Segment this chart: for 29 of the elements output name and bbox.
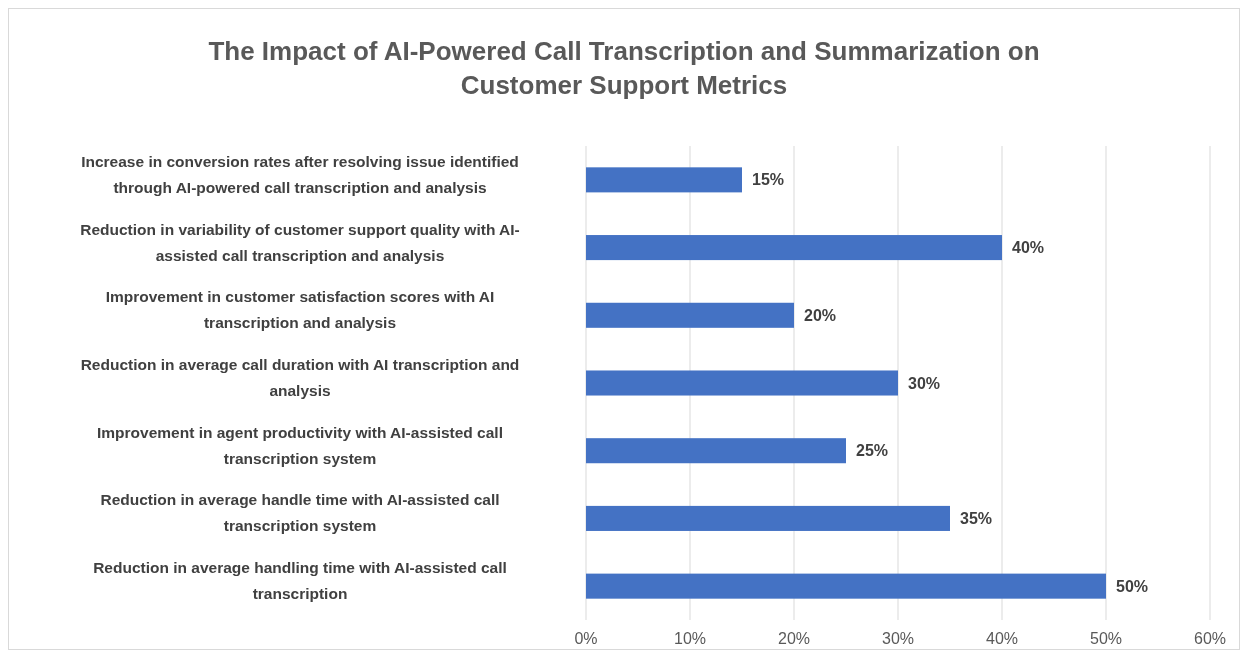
- bar: [586, 302, 794, 328]
- data-label: 25%: [856, 442, 889, 460]
- chart-title: The Impact of AI-Powered Call Transcription and Summarization on Customer Support Metrics: [208, 36, 1040, 100]
- bar: [586, 505, 950, 531]
- x-tick-label: 60%: [1193, 630, 1227, 647]
- y-tick-label: Improvement in agent productivity with AI-assisted call transcription system: [97, 423, 503, 467]
- data-label: 40%: [1012, 239, 1045, 257]
- data-label: 30%: [908, 374, 941, 392]
- x-tick-label: 50%: [1089, 630, 1123, 647]
- bar: [586, 438, 846, 464]
- y-tick-label: Increase in conversion rates after resolving issue identified through AI-powered call transcription and analysis: [81, 152, 519, 196]
- bar: [586, 167, 742, 193]
- data-label: 20%: [804, 306, 837, 324]
- x-tick-label: 20%: [777, 630, 811, 647]
- y-tick-label: Reduction in average handling time with AI-assisted call transcription: [93, 559, 507, 603]
- y-tick-label: Improvement in customer satisfaction scores with AI transcription and analysis: [105, 288, 495, 332]
- y-tick-label: Reduction in average call duration with AI transcription and analysis: [80, 356, 520, 399]
- bar: [586, 573, 1106, 599]
- data-label: 35%: [960, 510, 993, 528]
- x-tick-label: 40%: [985, 630, 1019, 647]
- x-tick-label: 30%: [881, 630, 915, 647]
- x-tick-label: 10%: [673, 630, 707, 647]
- x-tick-label: 0%: [574, 630, 598, 647]
- y-tick-label: Reduction in variability of customer support quality with AI-assisted call transcription and analysis: [80, 220, 520, 264]
- bar: [586, 235, 1002, 261]
- bar: [586, 370, 898, 396]
- data-label: 15%: [752, 171, 785, 189]
- y-tick-label: Reduction in average handle time with AI-assisted call transcription system: [100, 491, 500, 535]
- data-label: 50%: [1116, 577, 1149, 595]
